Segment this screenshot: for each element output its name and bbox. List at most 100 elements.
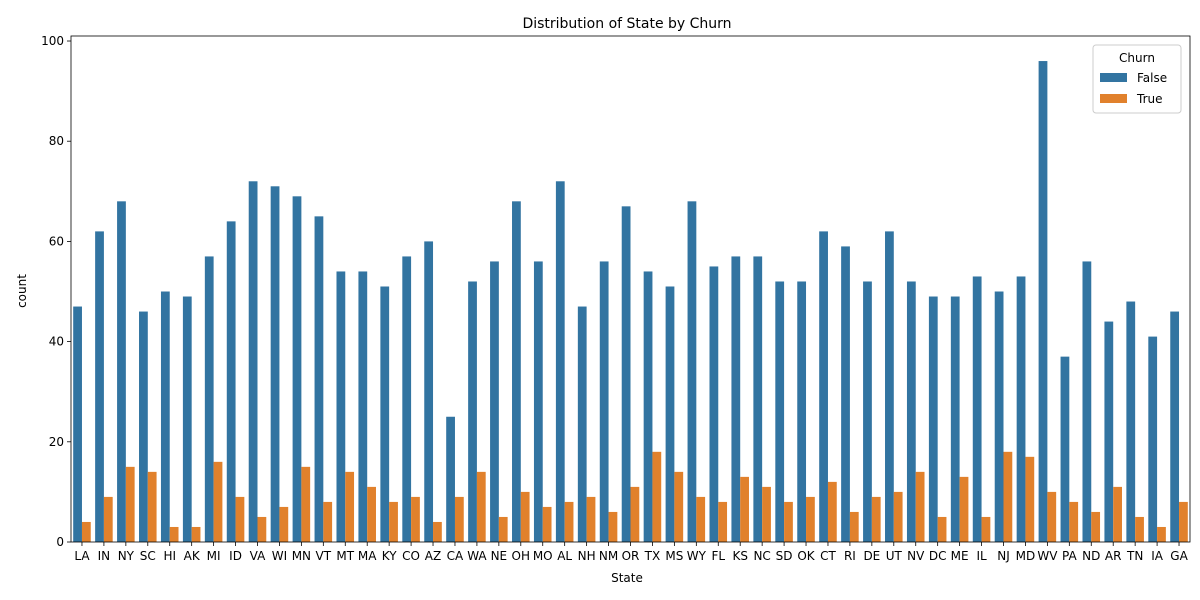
x-tick-label: KY: [382, 549, 397, 563]
bar-la-true: [81, 521, 91, 542]
x-tick-label: DC: [929, 549, 947, 563]
bar-ne-false: [490, 261, 499, 542]
x-tick-label: ME: [951, 549, 969, 563]
bar-co-false: [402, 256, 412, 542]
bar-il-false: [972, 276, 982, 542]
x-tick-label: WA: [467, 549, 487, 563]
bar-ri-true: [849, 511, 859, 542]
bar-tx-false: [643, 271, 653, 542]
bar-fl-false: [709, 266, 719, 542]
bar-la-false: [73, 306, 82, 542]
x-axis-label: State: [611, 571, 643, 585]
x-tick-label: NE: [491, 549, 508, 563]
bar-mi-true: [213, 461, 223, 542]
bar-ar-false: [1104, 321, 1114, 542]
bar-ct-false: [819, 231, 828, 542]
bar-ak-false: [182, 296, 192, 542]
bar-sd-true: [784, 501, 793, 542]
bar-nj-true: [1003, 451, 1013, 542]
x-tick-label: NH: [578, 549, 596, 563]
x-tick-label: NV: [907, 549, 925, 563]
x-tick-label: WV: [1037, 549, 1058, 563]
bar-hi-false: [160, 291, 170, 542]
bar-ut-true: [893, 491, 903, 542]
x-tick-label: AL: [557, 549, 572, 563]
x-tick-label: MO: [533, 549, 553, 563]
x-tick-label: KS: [732, 549, 748, 563]
bar-sc-true: [147, 471, 157, 542]
bar-ms-false: [665, 286, 675, 542]
x-tick-label: AZ: [425, 549, 441, 563]
bar-nm-false: [599, 261, 609, 542]
bar-tn-true: [1135, 516, 1144, 542]
legend-swatch-false: [1100, 73, 1127, 82]
bar-ny-true: [125, 466, 135, 542]
bar-mo-true: [542, 506, 552, 542]
bar-ia-false: [1148, 336, 1158, 542]
bar-nm-true: [608, 511, 618, 542]
bar-nh-false: [577, 306, 587, 542]
bar-co-true: [411, 496, 420, 542]
bar-md-false: [1016, 276, 1026, 542]
bar-nc-true: [762, 486, 771, 542]
x-tick-label: SC: [140, 549, 156, 563]
x-tick-label: DE: [863, 549, 880, 563]
bar-vt-true: [323, 501, 333, 542]
legend-label-true: True: [1136, 92, 1163, 106]
x-tick-label: MT: [336, 549, 354, 563]
bar-mt-false: [336, 271, 346, 542]
bar-ga-false: [1170, 311, 1180, 542]
bar-mo-false: [533, 261, 543, 542]
bar-hi-true: [169, 526, 179, 542]
bar-nc-false: [753, 256, 763, 542]
bar-nd-true: [1091, 511, 1101, 542]
x-tick-label: TX: [644, 549, 661, 563]
chart-title: Distribution of State by Churn: [522, 16, 731, 32]
bar-pa-false: [1060, 356, 1070, 542]
x-tick-label: IA: [1151, 549, 1164, 563]
x-tick-label: AK: [184, 549, 201, 563]
x-tick-label: CT: [820, 549, 836, 563]
bar-dc-true: [937, 516, 947, 542]
x-tick-label: MA: [358, 549, 377, 563]
bar-ma-true: [367, 486, 376, 542]
x-tick-label: OH: [512, 549, 530, 563]
x-tick-label: MI: [207, 549, 221, 563]
bar-id-false: [226, 221, 236, 542]
y-axis-label: count: [15, 274, 29, 308]
bar-ks-false: [731, 256, 741, 542]
bar-ut-false: [885, 231, 894, 542]
x-tick-label: NJ: [997, 549, 1010, 563]
bar-ok-true: [806, 496, 815, 542]
x-tick-label: NM: [599, 549, 618, 563]
bar-va-true: [257, 516, 267, 542]
bar-in-false: [95, 231, 104, 542]
bar-ma-false: [358, 271, 368, 542]
bar-wi-true: [279, 506, 289, 542]
bar-wv-true: [1047, 491, 1057, 542]
bars-layer: [73, 61, 1188, 543]
bar-sc-false: [139, 311, 148, 542]
bar-nj-false: [994, 291, 1004, 542]
bar-ok-false: [797, 281, 807, 542]
bar-al-true: [564, 501, 574, 542]
x-tick-label: CO: [402, 549, 420, 563]
x-tick-label: OK: [797, 549, 815, 563]
bar-me-true: [959, 476, 969, 542]
x-tick-label: OR: [622, 549, 640, 563]
x-tick-label: CA: [447, 549, 464, 563]
bar-de-false: [863, 281, 872, 542]
bar-mi-false: [204, 256, 214, 542]
bar-ne-true: [498, 516, 508, 542]
bar-ca-false: [446, 416, 455, 542]
bar-ct-true: [827, 481, 837, 542]
bar-wy-true: [696, 496, 706, 542]
bar-oh-true: [520, 491, 530, 542]
bar-ca-true: [454, 496, 464, 542]
bar-al-false: [555, 181, 565, 543]
x-tick-label: IL: [976, 549, 987, 563]
bar-or-false: [621, 206, 631, 542]
bar-or-true: [630, 486, 640, 542]
bar-tx-true: [652, 451, 662, 542]
